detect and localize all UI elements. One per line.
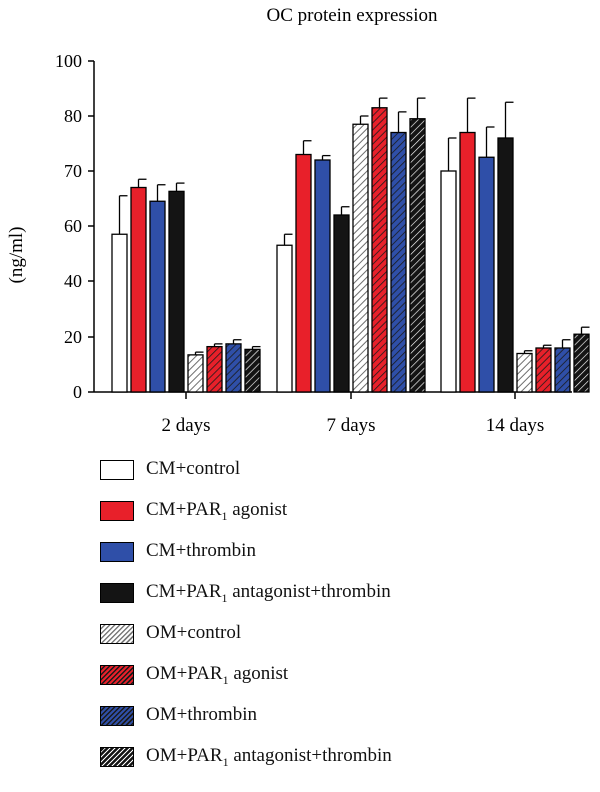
legend-item: CM+PAR1 agonist (100, 499, 520, 525)
bar (390, 131, 407, 393)
axes: 0 20 40 60 70 80 100 2 days 7 days 14 days (55, 51, 572, 436)
bar (295, 153, 312, 393)
bar (573, 333, 590, 393)
y-tick-label: 70 (64, 161, 82, 181)
legend-item: OM+thrombin (100, 704, 520, 730)
x-tick-label: 7 days (326, 415, 375, 436)
bar (497, 137, 514, 393)
bar (149, 200, 166, 393)
legend-label: OM+control (146, 622, 242, 643)
bar (187, 354, 204, 393)
legend-item: OM+PAR1 agonist (100, 663, 520, 689)
legend-item: CM+control (100, 458, 520, 484)
legend-item: CM+PAR1 antagonist+thrombin (100, 581, 520, 607)
legend-item: OM+PAR1 antagonist+thrombin (100, 745, 520, 771)
bar (554, 347, 571, 393)
y-tick-label: 100 (55, 51, 82, 71)
legend-item: CM+thrombin (100, 540, 520, 566)
legend-label: OM+PAR1 antagonist+thrombin (146, 745, 392, 769)
bar (244, 348, 261, 393)
y-tick-label: 0 (73, 382, 82, 402)
legend-swatch (100, 624, 134, 644)
bar (130, 186, 147, 393)
bar (459, 131, 476, 393)
y-tick-label: 40 (64, 271, 82, 291)
bar (516, 352, 533, 393)
legend-label: OM+PAR1 agonist (146, 663, 289, 687)
legend-label: OM+thrombin (146, 704, 257, 725)
bar (333, 214, 350, 393)
y-tick-label: 20 (64, 327, 82, 347)
bar (314, 159, 331, 393)
x-tick-label: 14 days (486, 415, 545, 436)
bar (440, 170, 457, 393)
legend-swatch (100, 501, 134, 521)
bar (206, 345, 223, 393)
bar (225, 343, 242, 393)
bar (168, 190, 185, 393)
bar (111, 233, 128, 393)
bar (478, 156, 495, 393)
bar (352, 123, 369, 393)
legend-label: CM+control (146, 458, 241, 479)
legend-swatch (100, 706, 134, 726)
y-axis-label: (ng/ml) (6, 227, 27, 284)
bar (276, 244, 293, 393)
bar (535, 347, 552, 393)
bar (371, 107, 388, 393)
legend-swatch (100, 542, 134, 562)
bar (409, 118, 426, 393)
y-tick-label: 80 (64, 106, 82, 126)
chart-title: OC protein expression (267, 5, 438, 26)
y-tick-label: 60 (64, 216, 82, 236)
bar-chart: OC protein expression (ng/ml) 0 20 40 60 70 8… (6, 5, 590, 436)
legend-item: OM+control (100, 622, 520, 648)
legend-label: CM+thrombin (146, 540, 256, 561)
legend-swatch (100, 460, 134, 480)
legend-label: CM+PAR1 agonist (146, 499, 288, 523)
legend-swatch (100, 665, 134, 685)
legend-swatch (100, 747, 134, 767)
legend-label: CM+PAR1 antagonist+thrombin (146, 581, 391, 605)
bars-group (111, 97, 590, 393)
x-tick-label: 2 days (161, 415, 210, 436)
legend-swatch (100, 583, 134, 603)
